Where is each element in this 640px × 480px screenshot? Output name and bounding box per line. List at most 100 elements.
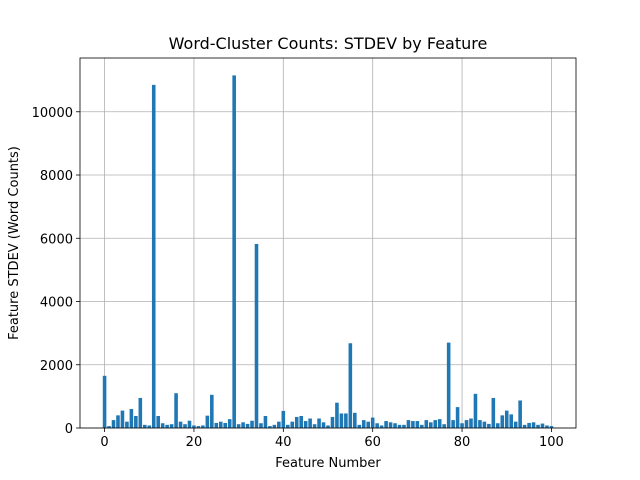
bar (344, 413, 348, 428)
bar (335, 402, 339, 428)
bar (330, 416, 335, 428)
bar (540, 423, 545, 428)
bar (259, 423, 263, 428)
bar (545, 425, 549, 428)
y-tick-label: 6000 (40, 232, 73, 247)
bar (218, 421, 223, 428)
bar (223, 422, 228, 428)
bar (393, 423, 397, 428)
bar (192, 425, 196, 428)
bar (473, 393, 478, 428)
bar (357, 424, 362, 428)
bar (236, 424, 241, 428)
bar (321, 422, 326, 428)
bar (125, 421, 129, 428)
bar (116, 415, 120, 428)
bar (107, 426, 111, 428)
bar (102, 375, 107, 428)
bar (178, 421, 183, 428)
bar (415, 421, 420, 428)
y-tick-label: 4000 (40, 296, 73, 311)
bar (424, 420, 429, 428)
bar (210, 394, 214, 428)
bar (254, 243, 259, 428)
y-tick-label: 8000 (40, 169, 73, 184)
bar (388, 422, 393, 428)
bar (227, 419, 232, 428)
bar (496, 423, 500, 428)
y-tick-label: 2000 (40, 359, 73, 374)
bar (272, 424, 277, 428)
bar (451, 420, 455, 428)
bar (370, 417, 375, 428)
bar (442, 424, 446, 428)
bar (446, 342, 451, 428)
bar (245, 423, 250, 428)
bar (129, 409, 134, 428)
bar (348, 343, 353, 428)
bar (277, 421, 281, 428)
bar (522, 424, 527, 428)
bar (487, 423, 491, 428)
x-tick-label: 80 (454, 435, 471, 450)
bar (308, 418, 312, 428)
bar (509, 414, 513, 428)
x-axis-label: Feature Number (275, 456, 381, 471)
bar (183, 424, 187, 428)
bar (455, 407, 460, 428)
bar (174, 393, 178, 428)
bar (250, 420, 254, 428)
bar (317, 418, 321, 428)
bar (437, 419, 442, 428)
bar (147, 425, 152, 428)
bar (326, 425, 330, 428)
bar (201, 425, 205, 428)
bar (527, 422, 531, 428)
x-tick-label: 100 (539, 435, 564, 450)
y-axis-label: Feature STDEV (Word Counts) (7, 146, 22, 340)
bar (397, 424, 402, 428)
bar (361, 420, 366, 428)
bar (460, 423, 464, 428)
bar (411, 421, 415, 428)
bar (464, 420, 469, 428)
bar (138, 397, 143, 428)
bar (366, 421, 371, 428)
bar (353, 412, 357, 428)
y-tick-label: 0 (65, 422, 73, 437)
bar (165, 424, 169, 428)
plot-frame (79, 57, 577, 429)
bar (263, 415, 268, 428)
bar (294, 416, 299, 428)
x-tick-label: 60 (364, 435, 381, 450)
bar (232, 75, 236, 429)
bar (500, 415, 505, 428)
bar (187, 420, 192, 428)
x-tick-label: 20 (186, 435, 203, 450)
bar (290, 421, 295, 428)
bar (504, 410, 509, 428)
bar (241, 422, 245, 428)
bar (169, 424, 174, 428)
bar (160, 423, 165, 428)
bar (513, 421, 518, 428)
bar (281, 410, 286, 428)
bar (299, 415, 303, 428)
bar (312, 424, 317, 428)
bar (268, 426, 272, 428)
bar (531, 422, 536, 428)
bar (339, 413, 344, 428)
bar (491, 397, 496, 428)
bar (214, 422, 219, 428)
x-tick-label: 0 (100, 435, 108, 450)
bar (379, 425, 384, 428)
bar (478, 420, 482, 428)
chart-title: Word-Cluster Counts: STDEV by Feature (169, 34, 488, 53)
bar (151, 84, 156, 428)
bar (482, 421, 487, 428)
bar (156, 415, 160, 428)
bar (433, 420, 438, 428)
bar (469, 418, 473, 428)
